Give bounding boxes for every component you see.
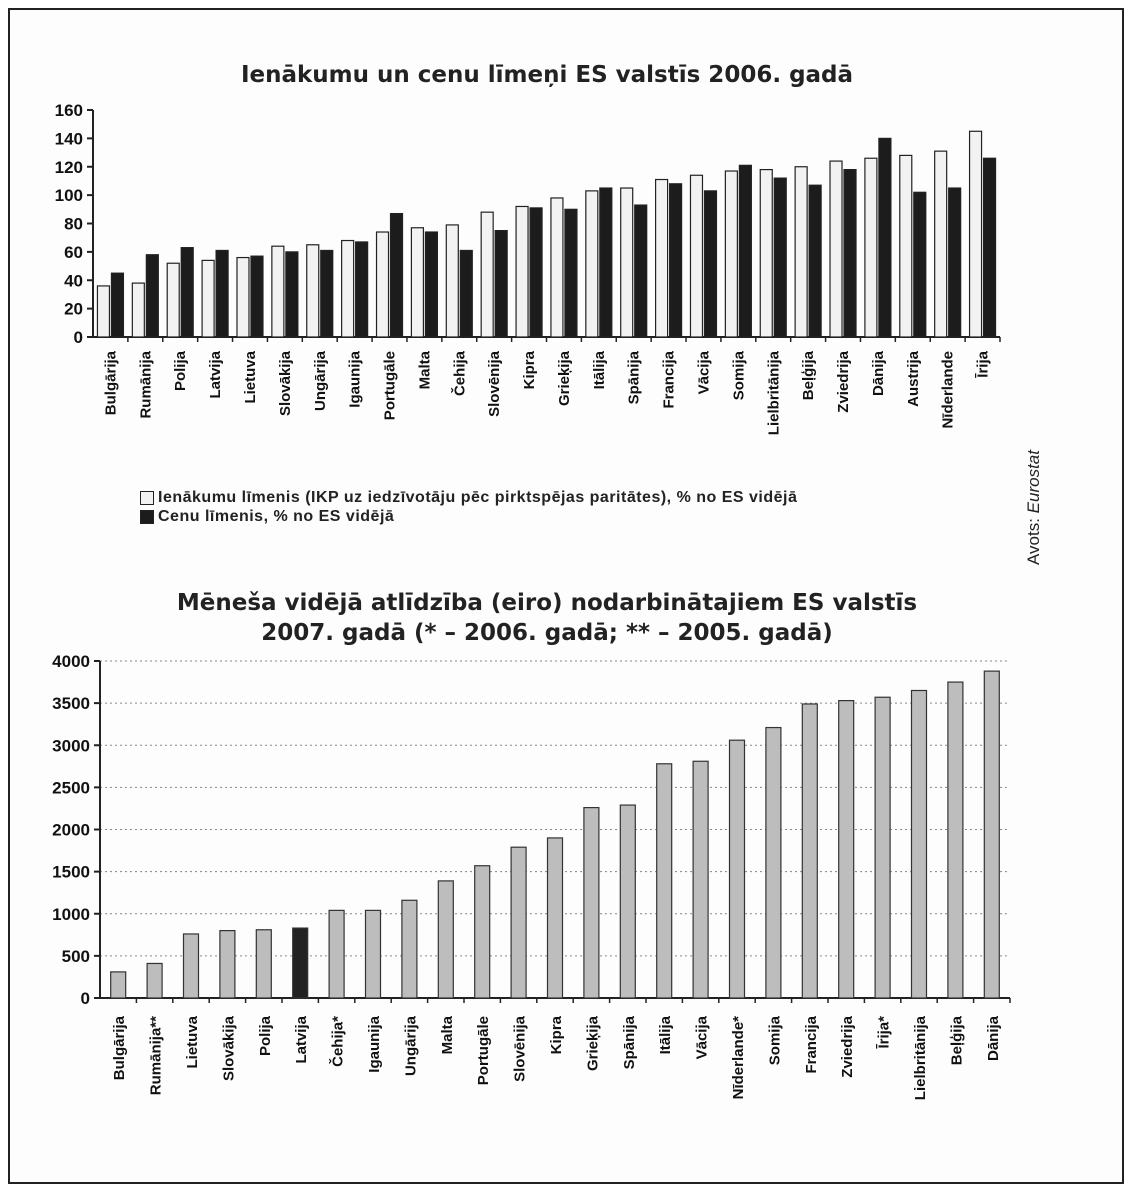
price-bar bbox=[668, 183, 683, 338]
income-bar bbox=[794, 166, 808, 338]
income-bar bbox=[131, 282, 145, 338]
income-bar bbox=[515, 205, 529, 338]
income-bar bbox=[410, 227, 425, 338]
chart1-category-label: Francija bbox=[661, 350, 678, 408]
price-bar bbox=[180, 247, 194, 338]
price-bar bbox=[738, 164, 752, 338]
price-bar bbox=[878, 137, 892, 338]
price-bar bbox=[913, 191, 927, 338]
chart1-category-label: Rumānija bbox=[137, 350, 154, 418]
income-bar bbox=[724, 170, 738, 338]
income-bar bbox=[934, 150, 948, 338]
price-bar bbox=[320, 249, 334, 338]
price-bar bbox=[424, 231, 439, 338]
source-prefix: Avots: bbox=[1024, 518, 1043, 565]
income-bar bbox=[864, 157, 878, 338]
legend-item-price: Cenu līmenis, % no ES vidējā bbox=[140, 507, 990, 526]
price-bar bbox=[948, 187, 962, 338]
income-bar bbox=[445, 224, 459, 338]
chart1-category-label: Kipra bbox=[521, 350, 538, 389]
income-bar bbox=[480, 211, 494, 338]
price-bar bbox=[110, 272, 125, 338]
chart1-y-tick-label: 80 bbox=[64, 215, 83, 234]
chart1-category-label: Īrija bbox=[975, 350, 992, 378]
price-bar bbox=[389, 212, 404, 338]
price-bar bbox=[982, 157, 997, 338]
chart1-category-label: Zviedrija bbox=[835, 350, 852, 412]
income-bar bbox=[968, 130, 983, 338]
chart1-category-label: Nīderlande bbox=[940, 351, 957, 429]
chart1-category-label: Lielbritānija bbox=[765, 350, 782, 435]
chart1-y-tick-label: 60 bbox=[64, 243, 83, 262]
chart1-category-label: Igaunija bbox=[347, 350, 364, 407]
chart1-category-label: Grieķija bbox=[556, 350, 573, 406]
legend-label-price: Cenu līmenis, % no ES vidējā bbox=[158, 508, 395, 525]
income-bar bbox=[899, 154, 913, 338]
chart1-y-tick-label: 140 bbox=[55, 129, 83, 148]
legend-label-income: Ienākumu līmenis (IKP uz iedzīvotāju pēc… bbox=[158, 489, 798, 506]
chart1-category-label: Slovēnija bbox=[486, 350, 503, 417]
legend-item-income: Ienākumu līmenis (IKP uz iedzīvotāju pēc… bbox=[140, 488, 990, 507]
income-bar bbox=[620, 187, 634, 338]
chart1-y-tick-label: 0 bbox=[74, 328, 83, 347]
chart1-category-label: Austrija bbox=[905, 350, 922, 407]
chart1-category-label: Ungārija bbox=[312, 350, 329, 411]
price-bar bbox=[599, 187, 613, 338]
income-bar bbox=[550, 197, 564, 338]
chart1-category-label: Dānija bbox=[870, 350, 887, 396]
source-note: Avots: Eurostat bbox=[1024, 450, 1044, 565]
price-bar bbox=[459, 249, 473, 338]
price-bar bbox=[564, 208, 578, 338]
chart1-category-label: Vācija bbox=[695, 350, 712, 394]
chart1-y-tick-label: 160 bbox=[55, 101, 83, 120]
price-bar bbox=[250, 255, 264, 338]
legend-swatch-income bbox=[140, 491, 154, 505]
chart1-category-label: Portugāle bbox=[382, 351, 399, 420]
chart1-category-label: Bulgārija bbox=[102, 350, 119, 415]
chart1-category-label: Itālija bbox=[591, 350, 608, 389]
price-bar bbox=[773, 177, 787, 338]
income-bar bbox=[759, 168, 773, 338]
chart1-category-label: Lietuva bbox=[242, 350, 259, 403]
chart1-y-tick-label: 120 bbox=[55, 158, 83, 177]
legend-swatch-price bbox=[140, 510, 154, 524]
income-bar bbox=[306, 244, 320, 338]
income-bar bbox=[654, 178, 669, 338]
price-bar bbox=[634, 204, 648, 338]
chart1-y-tick-label: 100 bbox=[55, 186, 83, 205]
price-bar bbox=[703, 190, 718, 338]
chart1-category-label: Somija bbox=[730, 350, 747, 400]
chart1-y-tick-label: 40 bbox=[64, 271, 83, 290]
income-bar bbox=[341, 239, 355, 338]
price-bar bbox=[494, 229, 508, 338]
income-bar bbox=[585, 190, 599, 338]
income-bar bbox=[201, 259, 215, 338]
chart1-category-label: Malta bbox=[416, 350, 433, 389]
price-bar bbox=[843, 168, 857, 338]
income-bar bbox=[375, 231, 390, 338]
income-bar bbox=[829, 160, 843, 338]
chart1-category-label: Latvija bbox=[207, 350, 224, 398]
income-bar bbox=[166, 262, 180, 338]
chart1-y-tick-label: 20 bbox=[64, 300, 83, 319]
price-bar bbox=[529, 207, 543, 338]
price-bar bbox=[808, 184, 822, 338]
chart1-category-label: Slovākija bbox=[277, 350, 294, 416]
income-price-chart: Ienākumu un cenu līmeņi ES valstīs 2006.… bbox=[55, 62, 1001, 435]
income-bar bbox=[236, 256, 250, 338]
income-bar bbox=[271, 245, 285, 338]
income-bar bbox=[96, 285, 111, 338]
price-bar bbox=[355, 241, 369, 338]
price-bar bbox=[145, 254, 159, 338]
chart1-category-label: Polija bbox=[172, 350, 189, 391]
chart1-category-label: Čehija bbox=[450, 350, 468, 396]
source-name: Eurostat bbox=[1024, 450, 1043, 514]
price-bar bbox=[215, 249, 229, 338]
chart1-category-label: Beļģija bbox=[800, 350, 817, 400]
chart1-category-label: Spānija bbox=[626, 350, 643, 404]
chart1-title: Ienākumu un cenu līmeņi ES valstīs 2006.… bbox=[241, 62, 853, 88]
income-bar bbox=[689, 174, 704, 338]
chart1-legend: Ienākumu līmenis (IKP uz iedzīvotāju pēc… bbox=[140, 488, 990, 526]
price-bar bbox=[285, 251, 299, 338]
